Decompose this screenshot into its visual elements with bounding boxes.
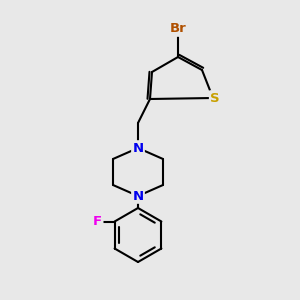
Text: S: S — [210, 92, 220, 104]
Text: N: N — [132, 190, 144, 202]
Text: F: F — [93, 215, 102, 228]
Text: Br: Br — [169, 22, 186, 35]
Text: N: N — [132, 142, 144, 154]
